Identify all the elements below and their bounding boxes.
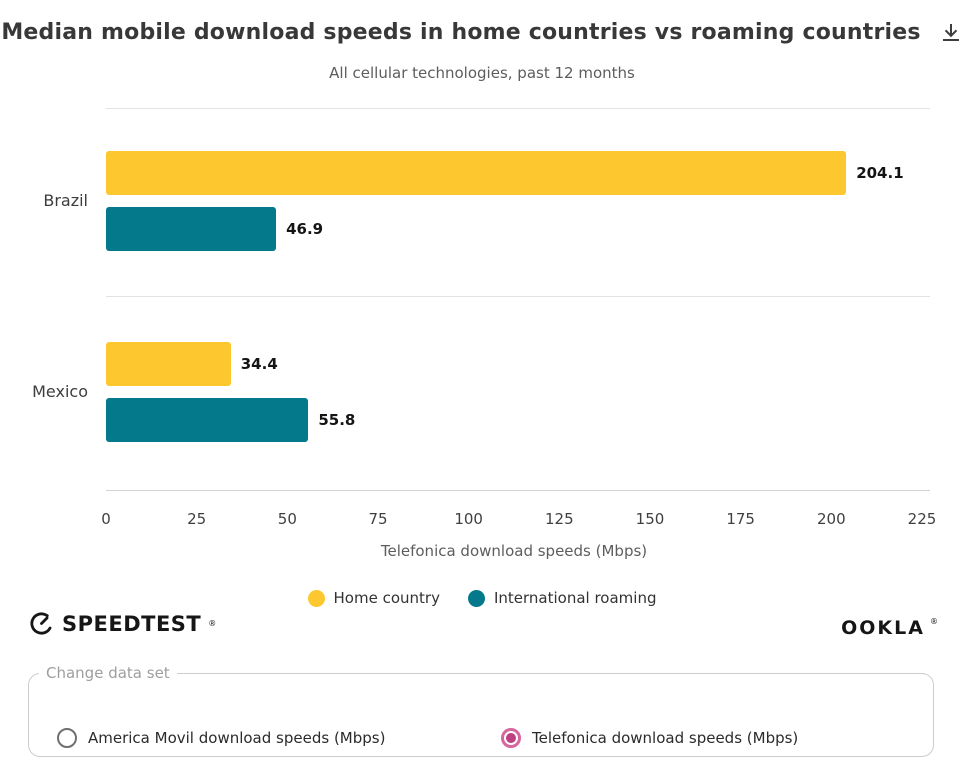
chart-header: Median mobile download speeds in home co… (0, 20, 964, 45)
x-axis-tick-label: 0 (101, 510, 111, 528)
legend-color-dot (467, 589, 485, 607)
radio-label: Telefonica download speeds (Mbps) (532, 729, 799, 747)
bar-brazil-home[interactable] (106, 151, 847, 195)
bar-value-label: 204.1 (856, 164, 904, 182)
x-axis-tick-label: 125 (545, 510, 574, 528)
x-axis-tick-label: 175 (726, 510, 755, 528)
legend: Home country International roaming (0, 589, 964, 607)
x-axis-tick-label: 150 (635, 510, 665, 528)
speedtest-registered-mark: ® (208, 618, 217, 628)
ookla-wordmark: OOKLA (841, 617, 925, 639)
x-axis-tick-label: 50 (277, 510, 297, 528)
radio-button-icon[interactable] (57, 728, 77, 748)
x-axis-tick-label: 100 (454, 510, 483, 528)
bar-value-label: 55.8 (318, 411, 356, 429)
bar-mexico-home[interactable] (106, 342, 231, 386)
bar-brazil-roaming[interactable] (106, 207, 277, 251)
speedtest-wordmark: SPEEDTEST (62, 611, 202, 636)
bar-value-label: 46.9 (286, 220, 324, 238)
radio-telefonica[interactable]: Telefonica download speeds (Mbps) (501, 728, 798, 748)
legend-label: International roaming (493, 589, 657, 607)
speedtest-logo: SPEEDTEST ® (28, 610, 216, 637)
gridline-divider (106, 296, 930, 297)
speedtest-gauge-icon (28, 610, 55, 637)
legend-item[interactable]: Home country (307, 589, 440, 607)
category-label: Brazil (43, 191, 88, 210)
dataset-selector: Change data set America Movil download s… (28, 664, 934, 757)
bar-value-label: 34.4 (240, 355, 278, 373)
dataset-selector-label: Change data set (46, 664, 170, 682)
download-icon[interactable] (939, 21, 963, 45)
x-axis-line (106, 490, 930, 491)
gridline-top (106, 108, 930, 109)
chart-subtitle: All cellular technologies, past 12 month… (329, 64, 635, 82)
legend-label: Home country (333, 589, 440, 607)
page-title: Median mobile download speeds in home co… (1, 20, 921, 45)
ookla-logo: OOKLA ® (841, 617, 938, 639)
category-label: Mexico (32, 382, 88, 401)
x-axis-tick-label: 200 (817, 510, 846, 528)
radio-label: America Movil download speeds (Mbps) (88, 729, 386, 747)
radio-america-movil[interactable]: America Movil download speeds (Mbps) (57, 728, 385, 748)
x-axis-tick-label: 25 (187, 510, 207, 528)
bar-mexico-roaming[interactable] (106, 398, 309, 442)
x-axis-label: Telefonica download speeds (Mbps) (380, 542, 648, 560)
x-axis-tick-label: 225 (907, 510, 937, 528)
legend-item[interactable]: International roaming (467, 589, 657, 607)
radio-button-icon[interactable] (501, 728, 521, 748)
ookla-registered-mark: ® (930, 617, 938, 626)
legend-color-dot (307, 589, 325, 607)
x-axis-tick-label: 75 (368, 510, 388, 528)
